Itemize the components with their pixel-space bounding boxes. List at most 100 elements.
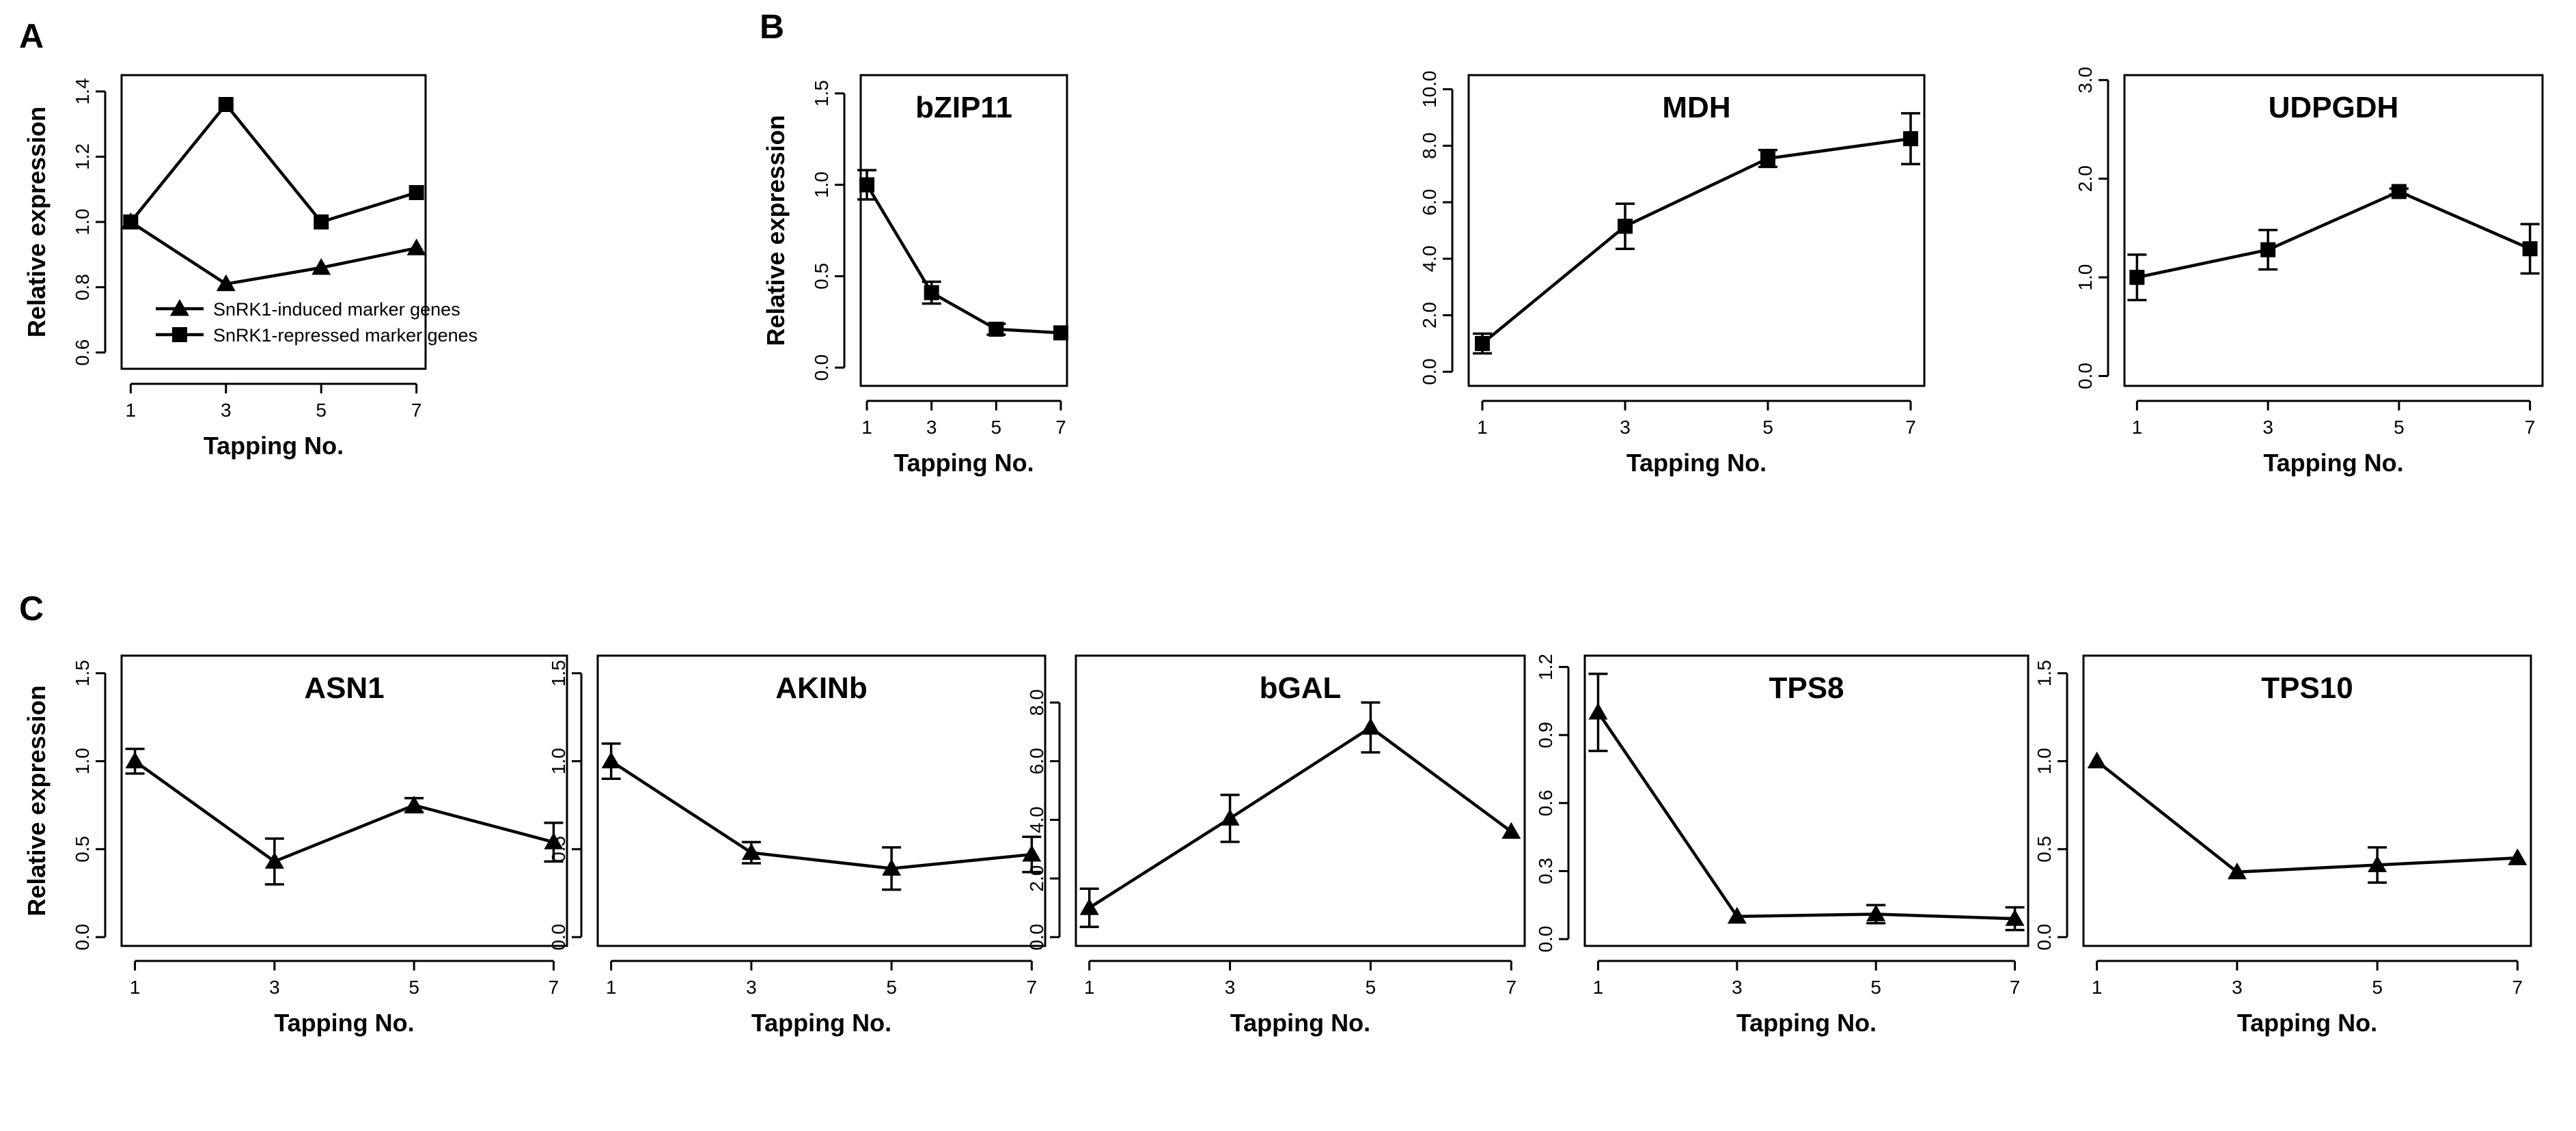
x-tick-label: 1: [1593, 977, 1604, 998]
data-point: [2129, 270, 2145, 285]
y-tick-label: 2.0: [2075, 165, 2096, 192]
y-tick-label: 1.0: [811, 171, 832, 198]
x-tick-label: 7: [1905, 417, 1916, 438]
y-tick-label: 0.0: [1535, 926, 1556, 953]
y-tick-label: 1.4: [72, 78, 93, 104]
x-tick-label: 5: [1870, 977, 1881, 998]
y-tick-label: 1.0: [2075, 264, 2096, 291]
x-tick-label: 1: [606, 977, 617, 998]
data-point: [1866, 904, 1886, 922]
data-point: [216, 274, 236, 292]
y-tick-label: 4.0: [1026, 807, 1047, 833]
y-tick-label: 0.0: [2034, 924, 2055, 951]
plot-title: AKINb: [775, 671, 867, 705]
y-tick-label: 1.0: [548, 748, 569, 774]
y-tick-label: 1.5: [72, 660, 93, 686]
panel-letter-c: C: [19, 589, 44, 628]
plot-title: bZIP11: [915, 91, 1012, 124]
panel-letter-b: B: [760, 8, 784, 46]
data-point: [2260, 242, 2276, 257]
x-tick-label: 3: [269, 977, 280, 998]
chart-5: 1 3 5 7 0.0 0.5 1.0 1.5 ASN1 Tapping No. Relative …: [23, 654, 568, 1037]
x-tick-label: 5: [886, 977, 897, 998]
y-tick-label: 0.0: [548, 924, 569, 951]
y-tick-label: 0.9: [1535, 722, 1556, 749]
chart-2: 1 3 5 7 0.0 0.5 1.0 1.5 bZIP11 Tapping No. Relativ…: [762, 74, 1068, 477]
x-tick-label: 3: [1225, 977, 1236, 998]
y-tick-label: 0.6: [72, 339, 93, 366]
plot-title: bGAL: [1260, 671, 1342, 705]
x-axis-title: Tapping No.: [2237, 1009, 2377, 1037]
series-line: [865, 184, 1062, 335]
plot-frame: [2082, 654, 2532, 947]
x-axis-title: Tapping No.: [2263, 449, 2403, 477]
y-tick-label: 6.0: [1419, 189, 1440, 216]
data-point: [1902, 131, 1918, 147]
chart-8: 1 3 5 7 0.0 0.3 0.6 0.9 1.2 TPS8 Tapping No.: [1535, 654, 2030, 1037]
x-tick-label: 1: [1477, 417, 1488, 438]
data-point: [123, 214, 139, 229]
data-point: [988, 322, 1004, 337]
data-point: [1501, 822, 1521, 839]
y-tick-label: 0.5: [2034, 836, 2055, 863]
data-point: [264, 852, 284, 869]
y-tick-label: 3.0: [2075, 67, 2096, 94]
y-tick-label: 2.0: [1419, 302, 1440, 329]
data-point: [859, 177, 875, 193]
plots-layer: 1 3 5 7 0.6 0.8 1.0 1.2 1.4 Tapping No. Relative e…: [23, 67, 2544, 1037]
x-tick-label: 1: [126, 400, 137, 421]
x-axis-title: Tapping No.: [1230, 1009, 1370, 1037]
y-tick-label: 1.5: [548, 660, 569, 686]
y-tick-label: 0.3: [1535, 858, 1556, 884]
x-tick-label: 1: [1084, 977, 1095, 998]
x-tick-label: 1: [2092, 977, 2103, 998]
x-axis-title: Tapping No.: [1736, 1009, 1876, 1037]
data-point: [2368, 855, 2387, 873]
x-axis-title: Tapping No.: [1626, 449, 1767, 477]
x-tick-label: 7: [549, 977, 559, 998]
x-tick-label: 3: [1732, 977, 1743, 998]
x-axis-title: Tapping No.: [204, 432, 344, 460]
plot-title: TPS10: [2261, 671, 2353, 705]
chart-1: 1 3 5 7 0.6 0.8 1.0 1.2 1.4 Tapping No. Relative e…: [23, 74, 477, 460]
y-tick-label: 1.2: [72, 143, 93, 170]
plot-frame: [120, 654, 568, 947]
legend-label: SnRK1-repressed marker genes: [213, 325, 477, 346]
y-tick-label: 0.0: [1026, 924, 1047, 951]
plot-title: MDH: [1662, 91, 1730, 124]
y-tick-label: 8.0: [1419, 132, 1440, 159]
y-tick-label: 1.0: [72, 209, 93, 236]
x-tick-label: 3: [221, 400, 232, 421]
x-tick-label: 3: [2232, 977, 2243, 998]
plot-frame: [1583, 654, 2030, 947]
data-point: [1079, 898, 1099, 915]
data-point: [218, 97, 234, 112]
x-tick-label: 1: [2132, 417, 2143, 438]
x-tick-label: 7: [1055, 417, 1066, 438]
plot-frame: [120, 74, 427, 370]
series-line: [1481, 137, 1911, 345]
y-tick-label: 4.0: [1419, 245, 1440, 272]
data-point: [408, 185, 424, 200]
data-point: [1220, 809, 1240, 826]
x-tick-label: 5: [1762, 417, 1773, 438]
plot-frame: [596, 654, 1047, 947]
data-point: [2391, 184, 2407, 199]
legend-marker: [172, 327, 187, 342]
legend-label: SnRK1-induced marker genes: [213, 299, 460, 320]
x-axis-title: Tapping No.: [894, 449, 1034, 477]
x-axis-title: Tapping No.: [274, 1009, 414, 1037]
x-axis-title: Tapping No.: [751, 1009, 891, 1037]
x-tick-label: 3: [1620, 417, 1631, 438]
panel-letter-a: A: [19, 17, 44, 55]
data-point: [601, 751, 621, 769]
y-tick-label: 1.0: [2034, 748, 2055, 774]
data-point: [741, 843, 761, 860]
y-tick-label: 0.0: [2075, 363, 2096, 389]
chart-4: 1 3 5 7 0.0 1.0 2.0 3.0 UDPGDH Tapping No.: [2075, 67, 2544, 477]
series-line: [130, 221, 417, 286]
data-point: [314, 214, 329, 229]
chart-6: 1 3 5 7 0.0 0.5 1.0 1.5 AKINb Tapping No.: [548, 654, 1047, 1037]
y-tick-label: 0.0: [811, 354, 832, 381]
